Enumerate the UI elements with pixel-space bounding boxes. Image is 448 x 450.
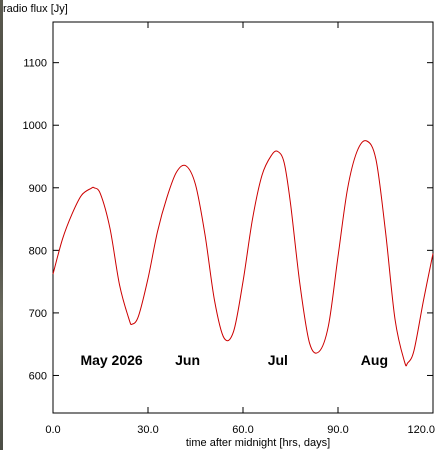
month-label: Aug: [361, 352, 388, 368]
month-label: Jun: [175, 352, 200, 368]
x-tick-label: 120.0: [407, 424, 435, 436]
month-annotations: May 2026 Jun Jul Aug: [80, 352, 388, 368]
x-tick-label: 60.0: [232, 424, 253, 436]
month-label: Jul: [268, 352, 288, 368]
left-edge-strip: [0, 0, 3, 450]
y-tick-label: 1100: [23, 58, 47, 70]
x-tick-label: 0.0: [45, 424, 60, 436]
y-tick-label: 900: [29, 183, 47, 195]
y-axis-label: radio flux [Jy]: [3, 3, 68, 15]
y-axis-ticks: 600 700 800 900 1000 1100: [23, 58, 433, 382]
x-tick-label: 90.0: [327, 424, 348, 436]
y-tick-label: 600: [29, 370, 47, 382]
x-axis-label: time after midnight [hrs, days]: [186, 437, 330, 449]
y-tick-label: 700: [29, 308, 47, 320]
x-axis-ticks: 0.0 30.0 60.0 90.0 120.0: [45, 22, 435, 436]
flux-series-line: [52, 140, 434, 367]
month-label: May 2026: [80, 352, 142, 368]
x-tick-label: 30.0: [137, 424, 158, 436]
series-layer: [52, 140, 434, 367]
y-tick-label: 1000: [23, 120, 47, 132]
y-tick-label: 800: [29, 245, 47, 257]
